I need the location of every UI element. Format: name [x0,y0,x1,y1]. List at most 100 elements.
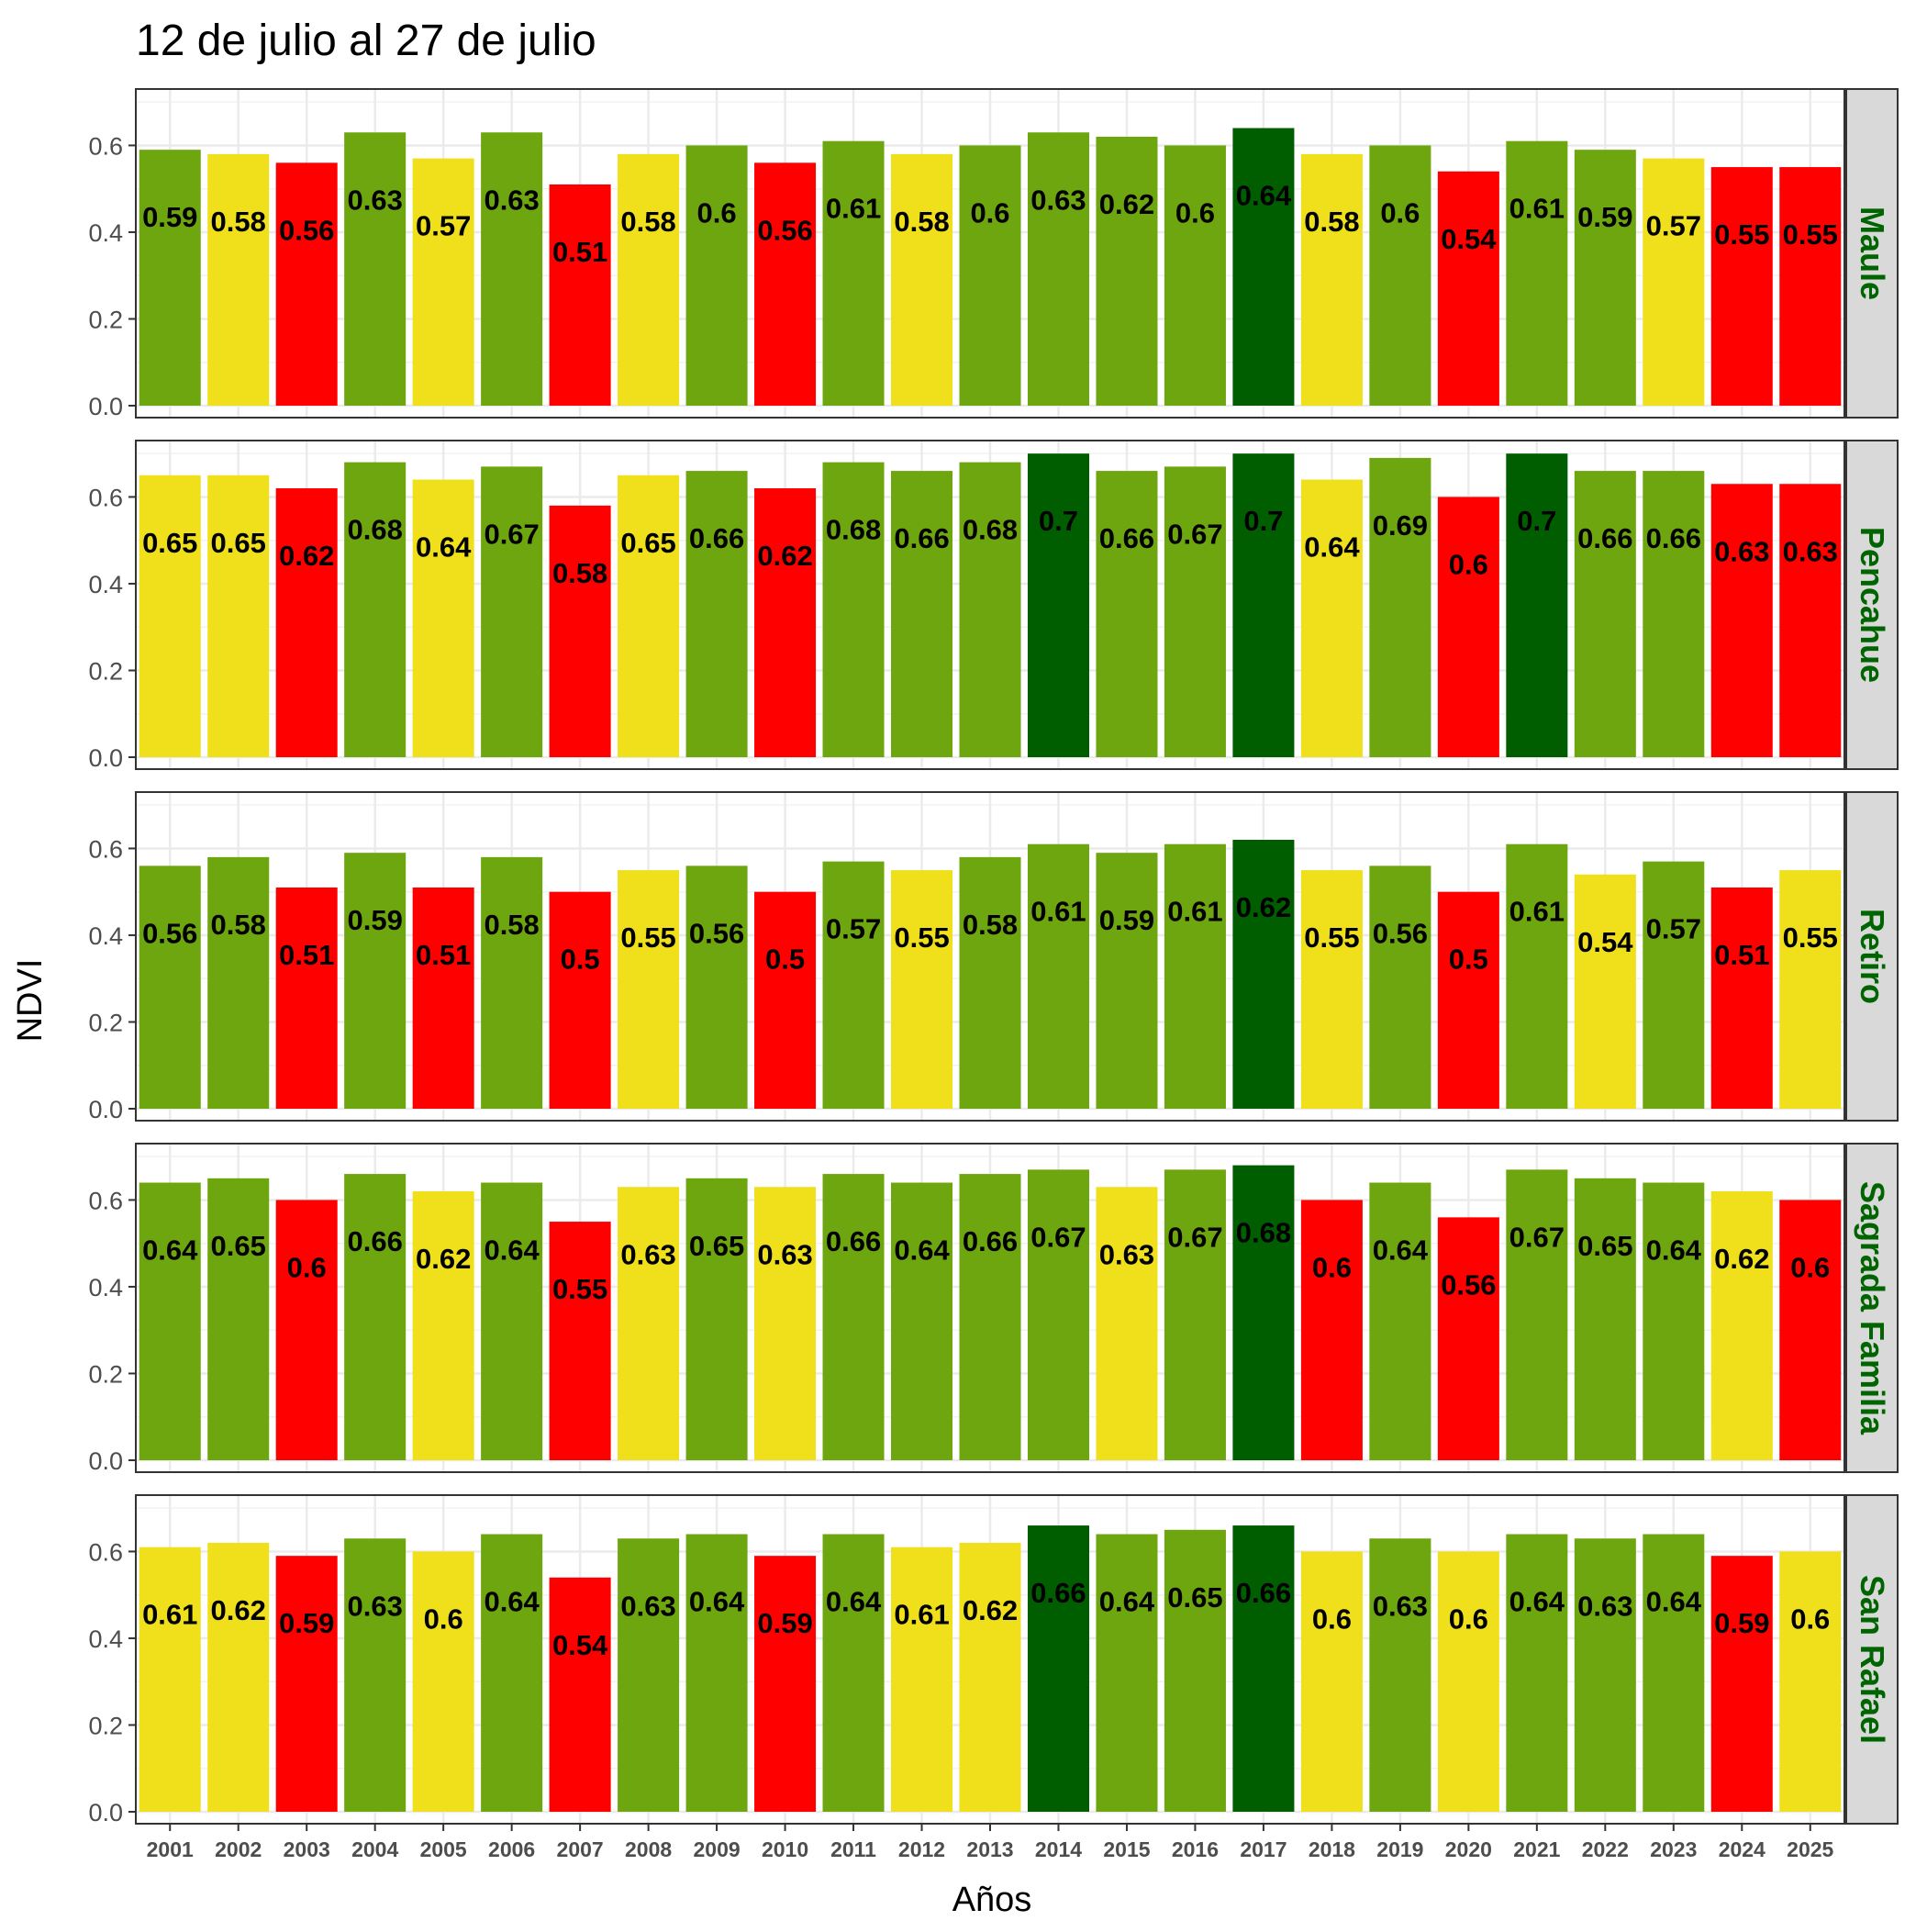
bar [1574,150,1636,407]
data-label: 0.6 [1790,1603,1830,1635]
data-label: 0.65 [211,527,266,559]
panel-border [135,440,1845,770]
x-tick-label: 2021 [1513,1837,1560,1861]
data-label: 0.62 [416,1243,471,1275]
x-tick-label: 2012 [898,1837,945,1861]
data-label: 0.5 [1449,944,1488,976]
y-tick-label: 0.6 [88,1187,123,1214]
bar [1779,167,1842,407]
bar [959,462,1021,757]
data-label: 0.66 [1646,522,1701,554]
data-label: 0.51 [279,939,334,971]
bar [754,162,817,406]
bar [822,861,885,1109]
bar [618,475,680,757]
bar [412,1190,474,1460]
data-label: 0.6 [1312,1251,1352,1283]
bar [1506,1169,1568,1460]
data-label: 0.66 [894,522,949,554]
data-label: 0.57 [826,913,881,945]
bar [1779,1551,1842,1812]
bar [1369,457,1431,757]
data-label: 0.62 [963,1594,1018,1626]
data-label: 0.69 [1373,509,1428,542]
data-label: 0.67 [1509,1221,1565,1253]
data-label: 0.68 [963,514,1018,546]
x-tick-label: 2019 [1376,1837,1423,1861]
bar [822,1534,885,1812]
bar [1437,171,1499,406]
data-label: 0.64 [1373,1234,1429,1267]
data-label: 0.57 [1646,913,1701,945]
bar [549,1577,611,1812]
x-tick-label: 2007 [557,1837,604,1861]
data-label: 0.64 [689,1586,745,1618]
bar [275,162,338,406]
data-label: 0.65 [620,527,675,559]
facet-strip [1845,440,1899,770]
bar [139,475,201,757]
bar [618,870,680,1109]
data-label: 0.61 [142,1599,197,1631]
y-tick-label: 0.0 [88,1096,123,1123]
facet-strip [1845,791,1899,1122]
data-label: 0.56 [1373,917,1428,949]
data-label: 0.64 [894,1234,950,1267]
bar [685,145,748,406]
data-label: 0.57 [1646,210,1701,242]
bar [891,1547,953,1812]
x-tick-label: 2025 [1787,1837,1833,1861]
data-label: 0.66 [963,1225,1018,1257]
bar [1779,870,1842,1109]
bar [207,856,270,1109]
bar [618,1538,680,1812]
data-label: 0.68 [348,514,403,546]
bar [618,153,680,406]
bar [139,150,201,407]
y-tick-label: 0.4 [88,219,123,247]
data-label: 0.65 [689,1230,744,1262]
data-label: 0.63 [1099,1238,1154,1270]
bar [275,487,338,757]
data-label: 0.66 [826,1225,881,1257]
data-label: 0.58 [1304,206,1359,238]
facet-strip [1845,1143,1899,1473]
bar [1096,853,1158,1109]
data-label: 0.61 [1030,896,1086,928]
data-label: 0.66 [1236,1577,1291,1609]
bar [412,479,474,757]
data-label: 0.63 [1373,1590,1428,1622]
data-label: 0.56 [757,214,812,246]
bar [1232,1525,1295,1812]
bar [1232,453,1295,757]
data-label: 0.56 [142,917,197,949]
data-label: 0.59 [348,904,403,936]
data-label: 0.66 [1577,522,1632,554]
bar [1300,479,1363,757]
data-label: 0.55 [1783,921,1838,954]
bar [1369,865,1431,1109]
bar [481,856,543,1109]
data-label: 0.64 [416,531,472,564]
bar [959,1542,1021,1812]
data-label: 0.55 [894,921,949,954]
data-label: 0.66 [1099,522,1154,554]
data-label: 0.65 [1167,1581,1222,1614]
bar [549,184,611,406]
data-label: 0.64 [484,1234,540,1267]
data-label: 0.67 [1167,518,1222,550]
data-label: 0.58 [894,206,949,238]
data-label: 0.63 [757,1238,812,1270]
x-tick-label: 2008 [625,1837,672,1861]
data-label: 0.62 [279,540,334,572]
y-tick-label: 0.0 [88,393,123,420]
data-label: 0.5 [561,944,600,976]
bar [685,865,748,1109]
bar [1027,132,1089,407]
bar [1027,843,1089,1109]
bar [1506,1534,1568,1812]
data-label: 0.58 [211,206,266,238]
bar [412,1551,474,1812]
bar [959,145,1021,406]
y-tick-label: 0.6 [88,132,123,160]
